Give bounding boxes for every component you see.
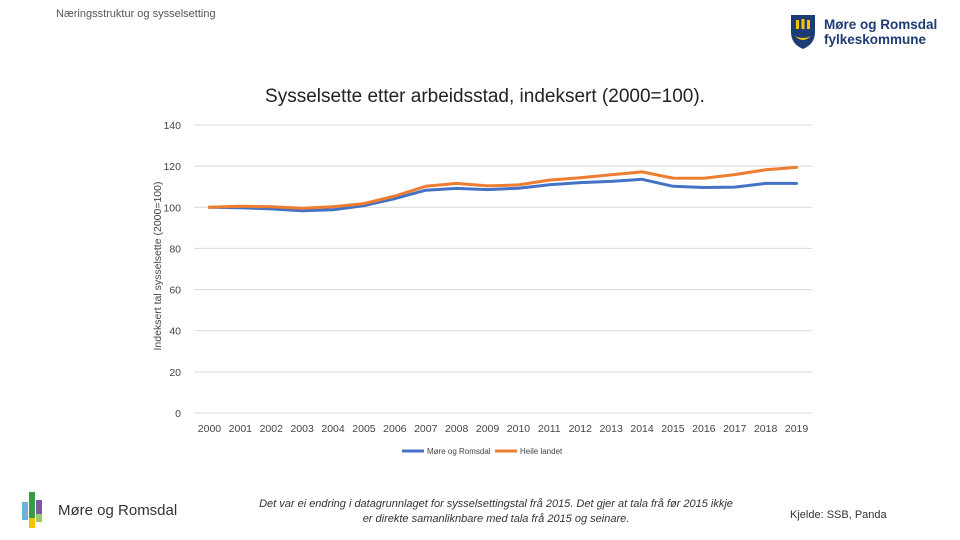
chart-title: Sysselsette etter arbeidsstad, indeksert… xyxy=(265,86,705,107)
y-tick-label: 100 xyxy=(163,202,181,214)
x-tick-label: 2011 xyxy=(538,423,561,435)
data-point xyxy=(702,186,706,189)
data-point xyxy=(548,178,551,182)
x-tick-label: 2005 xyxy=(352,423,376,435)
x-tick-label: 2016 xyxy=(692,423,716,435)
section-title: Næringsstruktur og sysselsetting xyxy=(56,8,216,20)
data-point xyxy=(208,206,211,209)
x-tick-label: 2004 xyxy=(321,423,345,435)
data-point xyxy=(609,173,613,176)
footer-logo-text: Møre og Romsdal xyxy=(58,501,178,519)
x-tick-label: 2012 xyxy=(569,423,593,435)
x-tick-label: 2008 xyxy=(445,423,469,435)
data-point xyxy=(733,185,736,189)
data-point xyxy=(455,182,458,185)
data-point xyxy=(733,173,736,176)
y-tick-label: 80 xyxy=(169,243,181,255)
data-point xyxy=(300,207,304,210)
legend-label: Møre og Romsdal xyxy=(427,447,491,456)
data-point xyxy=(517,186,520,190)
data-point xyxy=(331,208,335,211)
data-point xyxy=(455,187,458,190)
coat-of-arms-icon xyxy=(791,15,815,49)
x-tick-label: 2019 xyxy=(785,423,809,435)
y-tick-label: 140 xyxy=(163,120,181,132)
data-point xyxy=(424,185,427,188)
data-point xyxy=(331,205,335,208)
data-point xyxy=(486,188,489,191)
y-axis-label: Indeksert tal sysselsette (2000=100) xyxy=(152,182,164,351)
series-line-1 xyxy=(207,177,798,213)
data-point xyxy=(270,205,273,208)
data-note: Det var ei endring i datagrunnlaget for … xyxy=(236,497,756,527)
data-point xyxy=(671,176,675,180)
x-tick-label: 2007 xyxy=(414,423,438,435)
x-tick-label: 2013 xyxy=(599,423,623,435)
y-tick-label: 40 xyxy=(169,326,181,338)
data-point xyxy=(270,207,273,211)
data-point xyxy=(671,185,675,188)
x-tick-label: 2015 xyxy=(661,423,685,435)
data-note-line2: er direkte samanliknbare med tala frå 20… xyxy=(362,513,630,525)
y-tick-label: 120 xyxy=(163,161,181,173)
data-point xyxy=(362,202,366,205)
data-point xyxy=(609,180,613,183)
data-point xyxy=(424,189,427,192)
data-point xyxy=(393,197,397,200)
data-point xyxy=(764,168,767,172)
data-point xyxy=(640,178,644,181)
data-point xyxy=(393,194,397,198)
x-tick-label: 2006 xyxy=(383,423,407,435)
data-point xyxy=(486,184,489,188)
data-point xyxy=(517,183,520,187)
x-tick-label: 2010 xyxy=(507,423,531,435)
x-tick-label: 2000 xyxy=(198,423,222,435)
brand-name-line1: Møre og Romsdal xyxy=(824,17,938,32)
x-tick-label: 2003 xyxy=(290,423,314,435)
series-line-2 xyxy=(207,165,798,210)
x-tick-label: 2018 xyxy=(754,423,778,435)
y-tick-label: 0 xyxy=(175,408,181,420)
data-point xyxy=(795,182,798,185)
data-point xyxy=(239,205,242,208)
source-text: Kjelde: SSB, Panda xyxy=(790,509,887,521)
data-point xyxy=(702,177,706,180)
data-point xyxy=(548,183,551,186)
legend-label: Heile landet xyxy=(520,447,563,456)
x-tick-label: 2014 xyxy=(630,423,654,435)
x-tick-label: 2017 xyxy=(723,423,747,435)
data-point xyxy=(579,181,582,184)
data-point xyxy=(795,166,798,169)
brand-name-line2: fylkeskommune xyxy=(824,32,927,47)
data-note-line1: Det var ei endring i datagrunnlaget for … xyxy=(259,498,733,510)
y-tick-label: 20 xyxy=(169,367,181,379)
data-point xyxy=(300,209,304,212)
footer-logo: Møre og Romsdal xyxy=(22,492,177,528)
data-point xyxy=(579,176,582,179)
brand-logo[interactable]: Møre og Romsdal fylkeskommune xyxy=(790,10,940,54)
y-tick-label: 60 xyxy=(169,285,181,297)
data-point xyxy=(764,182,767,185)
region-mark-icon xyxy=(22,492,42,528)
x-tick-label: 2002 xyxy=(260,423,284,435)
data-point xyxy=(640,170,644,174)
x-tick-label: 2009 xyxy=(476,423,500,435)
x-tick-label: 2001 xyxy=(229,423,253,435)
